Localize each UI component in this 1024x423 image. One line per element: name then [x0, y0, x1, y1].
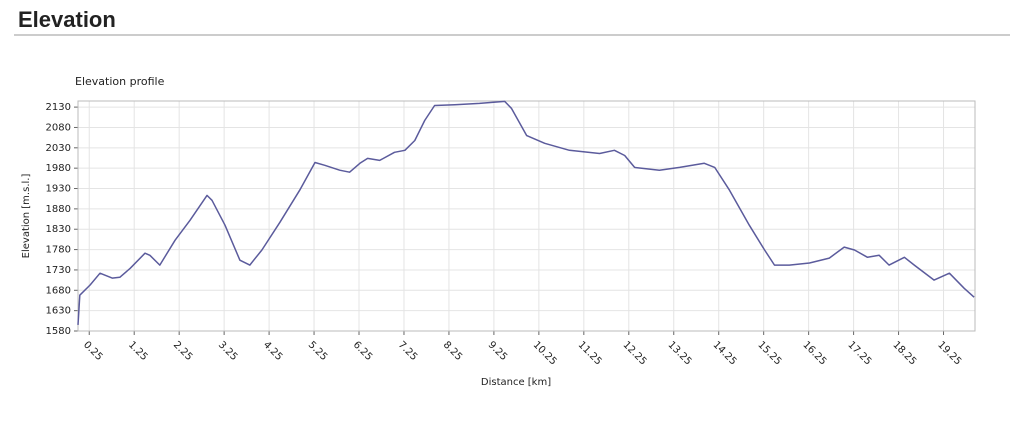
x-tick-label: 13.25: [666, 339, 694, 367]
x-tick-label: 7.25: [396, 339, 420, 363]
y-tick-label: 1580: [46, 326, 71, 337]
x-tick-label: 8.25: [441, 339, 465, 363]
x-tick-label: 17.25: [845, 339, 873, 367]
x-tick-label: 18.25: [890, 339, 918, 367]
y-axis-label: Elevation [m.s.l.]: [21, 174, 32, 259]
plot-frame: [77, 100, 976, 332]
x-tick-label: 10.25: [531, 339, 559, 367]
x-tick-label: 6.25: [351, 339, 375, 363]
y-tick-label: 1880: [46, 204, 71, 215]
x-tick-label: 19.25: [935, 339, 963, 367]
x-tick-label: 9.25: [486, 339, 510, 363]
y-tick-label: 2130: [46, 102, 71, 113]
x-tick-label: 0.25: [81, 339, 105, 363]
page-title: Elevation: [18, 7, 116, 32]
y-tick-label: 2030: [46, 143, 71, 154]
x-tick-label: 1.25: [126, 339, 150, 363]
y-tick-label: 2080: [46, 122, 71, 133]
x-tick-label: 3.25: [216, 339, 240, 363]
chart-title: Elevation profile: [75, 75, 165, 88]
y-tick-label: 1680: [46, 285, 71, 296]
x-tick-label: 12.25: [621, 339, 649, 367]
x-tick-label: 4.25: [261, 339, 285, 363]
x-tick-label: 11.25: [576, 339, 604, 367]
x-tick-label: 5.25: [306, 339, 330, 363]
y-tick-label: 1930: [46, 184, 71, 195]
x-tick-label: 14.25: [710, 339, 738, 367]
y-tick-label: 1630: [46, 306, 71, 317]
x-axis-label: Distance [km]: [481, 377, 551, 388]
x-tick-label: 15.25: [755, 339, 783, 367]
y-tick-label: 1830: [46, 224, 71, 235]
y-tick-label: 1980: [46, 163, 71, 174]
y-tick-label: 1730: [46, 265, 71, 276]
y-tick-label: 1780: [46, 245, 71, 256]
elevation-line: [77, 100, 975, 325]
x-tick-label: 16.25: [800, 339, 828, 367]
x-tick-label: 2.25: [171, 339, 195, 363]
